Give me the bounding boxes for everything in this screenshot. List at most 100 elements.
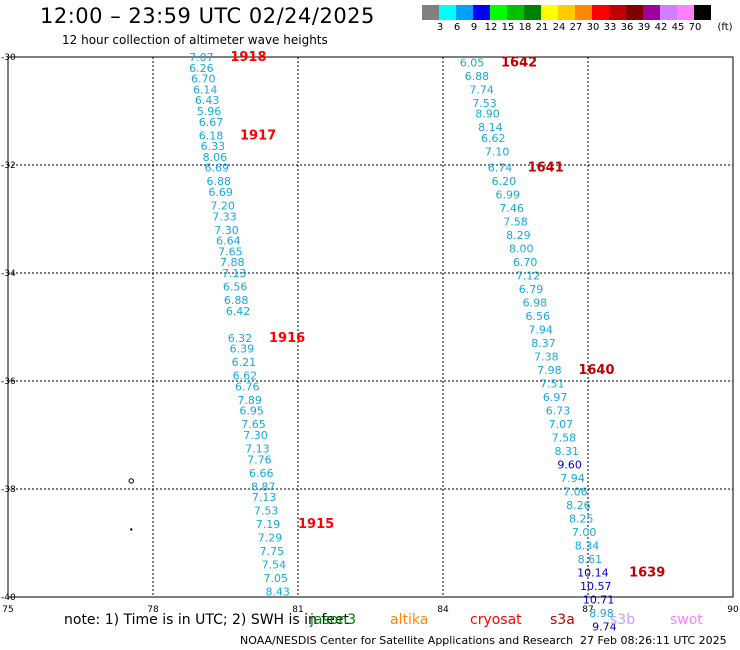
island-marker [128, 478, 134, 484]
page-title: 12:00 – 23:59 UTC 02/24/2025 [40, 4, 375, 28]
swh-value-label: 6.32 [228, 332, 253, 345]
plot-frame [7, 56, 734, 598]
swh-value-label: 7.58 [552, 432, 577, 445]
swh-value-label: 7.33 [212, 210, 237, 223]
x-tick-label: 87 [582, 605, 593, 615]
swh-value-label: 7.13 [245, 443, 270, 456]
swh-value-label: 7.46 [499, 202, 524, 215]
swh-value-label: 7.00 [572, 526, 597, 539]
swh-value-label: 7.76 [247, 453, 272, 466]
swh-value-label: 6.98 [523, 297, 548, 310]
swh-value-label: 7.20 [210, 200, 235, 213]
legend-swatch [524, 5, 541, 20]
swh-value-label: 10.71 [583, 594, 615, 607]
satellite-jason3-label: jason3 [310, 612, 357, 628]
legend-swatch [677, 5, 694, 20]
swh-value-label: 7.75 [260, 545, 285, 558]
swh-value-label: 8.87 [251, 480, 276, 493]
pass-time-label: 1639 [629, 566, 665, 581]
legend-label: 24 [552, 22, 566, 33]
legend-swatch [558, 5, 575, 20]
legend-swatch [643, 5, 660, 20]
swh-value-label: 7.89 [237, 394, 262, 407]
swh-value-label: 7.54 [262, 559, 287, 572]
legend-label: 6 [453, 22, 461, 33]
swh-value-label: 7.38 [534, 351, 559, 364]
swh-value-label: 7.13 [252, 491, 277, 504]
swh-value-label: 8.90 [475, 108, 500, 121]
swh-value-label: 6.69 [208, 186, 233, 199]
swh-value-label: 6.88 [465, 70, 490, 83]
x-tick-label: 81 [292, 605, 303, 615]
swh-value-label: 6.69 [205, 162, 230, 175]
legend-label: 18 [518, 22, 532, 33]
swh-value-label: 6.88 [206, 175, 231, 188]
swh-value-label: 8.31 [554, 445, 579, 458]
satellite-s3b-label: s3b [610, 612, 636, 628]
swh-value-label: 7.51 [540, 378, 565, 391]
swh-value-label: 6.73 [546, 405, 571, 418]
legend-label: 33 [603, 22, 617, 33]
swh-value-label: 6.64 [216, 235, 241, 248]
swh-value-label: 9.60 [557, 459, 582, 472]
swh-value-label: 6.88 [224, 294, 249, 307]
legend-swatch [694, 5, 711, 20]
legend-label: 42 [654, 22, 668, 33]
swh-value-label: 9.74 [592, 621, 617, 634]
swh-value-label: 8.34 [575, 540, 600, 553]
page-subtitle: 12 hour collection of altimeter wave hei… [62, 33, 328, 47]
footer-note: note: 1) Time is in UTC; 2) SWH is in fe… [64, 612, 350, 628]
legend-swatch [439, 5, 456, 20]
swh-value-label: 7.65 [241, 418, 266, 431]
swh-value-label: 6.21 [232, 356, 257, 369]
y-tick-label: -32 [1, 161, 16, 171]
swh-value-label: 7.30 [214, 224, 239, 237]
swh-value-label: 7.19 [256, 518, 281, 531]
legend-swatch [456, 5, 473, 20]
satellite-cryosat-label: cryosat [470, 612, 522, 628]
swh-value-label: 6.33 [201, 140, 226, 153]
legend-label: 15 [501, 22, 515, 33]
legend-label: 45 [671, 22, 685, 33]
swh-value-label: 6.05 [460, 56, 485, 69]
swh-value-label: 6.43 [195, 94, 220, 107]
legend-swatch [575, 5, 592, 20]
swh-value-label: 7.29 [258, 532, 283, 545]
swh-value-label: 8.26 [566, 499, 591, 512]
swh-value-label: 6.66 [249, 467, 274, 480]
pass-time-label: 1917 [240, 128, 276, 143]
swh-value-label: 6.67 [199, 116, 224, 129]
legend-label: 3 [436, 22, 444, 33]
swh-value-label: 7.07 [189, 51, 214, 64]
swh-value-label: 6.62 [233, 370, 258, 383]
legend-swatch [422, 5, 439, 20]
x-tick-label: 84 [437, 605, 449, 615]
swh-value-label: 6.56 [223, 281, 248, 294]
legend-label: 39 [637, 22, 651, 33]
swh-value-label: 7.94 [560, 472, 585, 485]
swh-value-label: 6.14 [193, 83, 218, 96]
pass-time-label: 1916 [269, 331, 305, 346]
generated-timestamp: 27 Feb 08:26:11 UTC 2025 [580, 634, 727, 647]
island-marker [130, 528, 133, 531]
y-tick-label: -34 [1, 269, 16, 279]
legend-label: 70 [688, 22, 702, 33]
swh-value-label: 8.29 [506, 229, 531, 242]
swh-value-label: 7.88 [220, 256, 245, 269]
swh-value-label: 6.70 [191, 73, 216, 86]
satellite-altika-label: altika [390, 612, 429, 628]
swh-value-label: 8.14 [478, 121, 503, 134]
swh-value-label: 6.95 [239, 405, 264, 418]
x-tick-label: 78 [147, 605, 159, 615]
legend-swatch [592, 5, 609, 20]
swh-value-label: 7.98 [537, 364, 562, 377]
swh-value-label: 6.56 [525, 310, 550, 323]
swh-value-label: 7.12 [516, 270, 541, 283]
y-tick-label: -36 [1, 377, 16, 387]
swh-value-label: 6.79 [519, 283, 544, 296]
swh-value-label: 7.07 [549, 418, 574, 431]
swh-value-label: 6.42 [226, 305, 251, 318]
legend-label: 12 [484, 22, 498, 33]
swh-value-label: 8.06 [203, 151, 228, 164]
legend-label: 36 [620, 22, 634, 33]
